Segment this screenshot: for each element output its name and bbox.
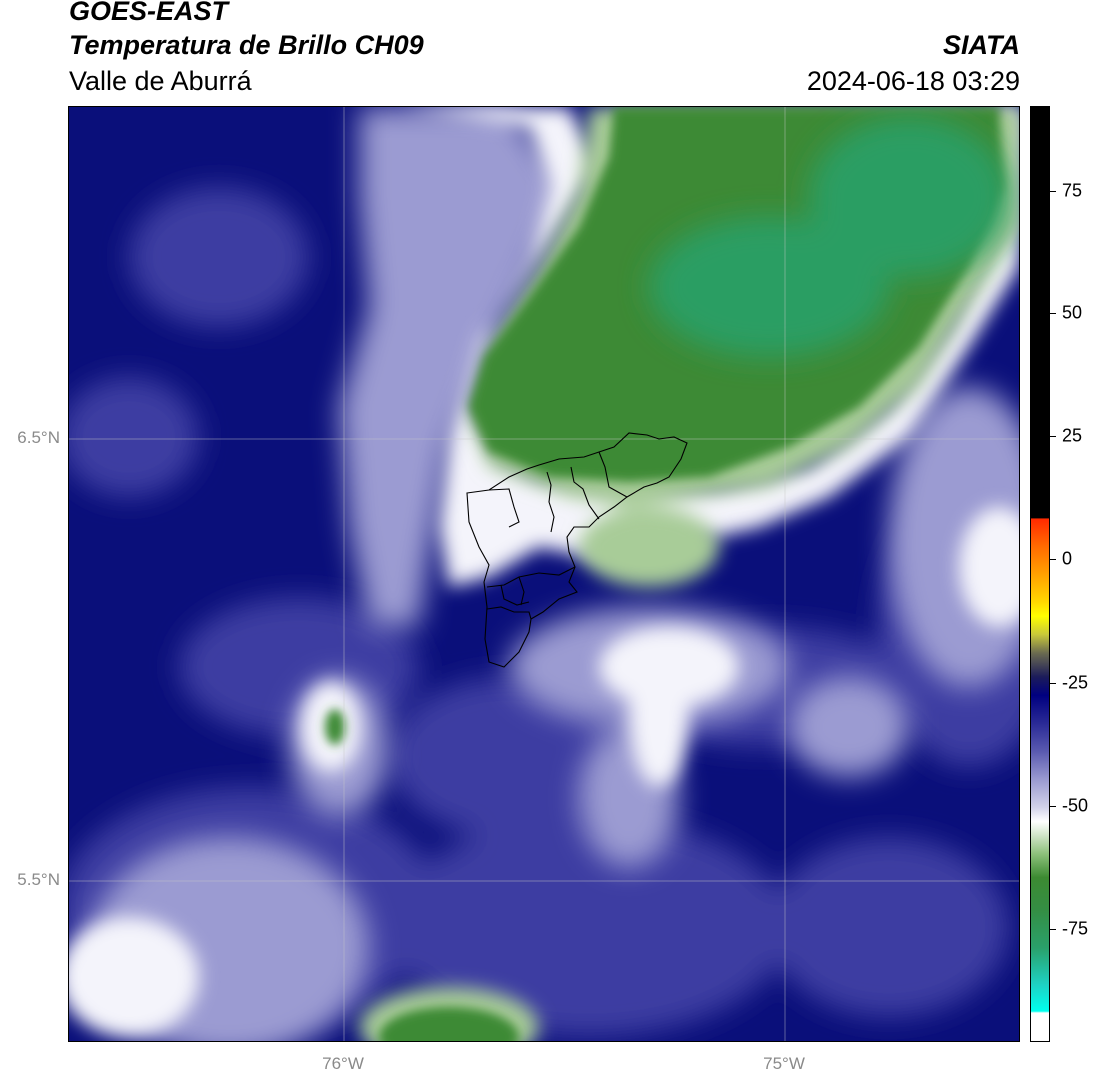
title-satellite: GOES-EAST — [69, 0, 229, 26]
latitude-label-5-5: 5.5°N — [17, 870, 60, 889]
colorbar-label-50: 50 — [1062, 302, 1083, 323]
satellite-map[interactable] — [68, 106, 1020, 1042]
latitude-label-6-5: 6.5°N — [17, 428, 60, 447]
colorbar-label-minus-75: -75 — [1062, 918, 1089, 939]
colorbar-tick — [1050, 313, 1056, 314]
colorbar-label-minus-25: -25 — [1062, 672, 1089, 693]
longitude-label-75w: 75°W — [763, 1054, 805, 1073]
colorbar-tick — [1050, 929, 1056, 930]
region-label: Valle de Aburrá — [69, 66, 252, 96]
colorbar-tick — [1050, 559, 1056, 560]
organization-label: SIATA — [943, 30, 1020, 60]
colorbar-tick — [1050, 191, 1056, 192]
colorbar-label-minus-50: -50 — [1062, 795, 1089, 816]
colorbar-label-0: 0 — [1062, 548, 1073, 569]
title-product: Temperatura de Brillo CH09 — [69, 30, 424, 60]
graticule — [69, 107, 1019, 1041]
colorbar-label-75: 75 — [1062, 180, 1083, 201]
colorbar-tick — [1050, 683, 1056, 684]
colorbar-tick — [1050, 436, 1056, 437]
teal-green-layer — [649, 117, 1009, 357]
datetime-label: 2024-06-18 03:29 — [806, 66, 1020, 96]
longitude-label-76w: 76°W — [322, 1054, 364, 1073]
colorbar-label-25: 25 — [1062, 425, 1083, 446]
colorbar-tick — [1050, 806, 1056, 807]
aburra-valley-municipal-boundaries — [466, 432, 688, 668]
temperature-colorbar — [1030, 106, 1050, 1042]
